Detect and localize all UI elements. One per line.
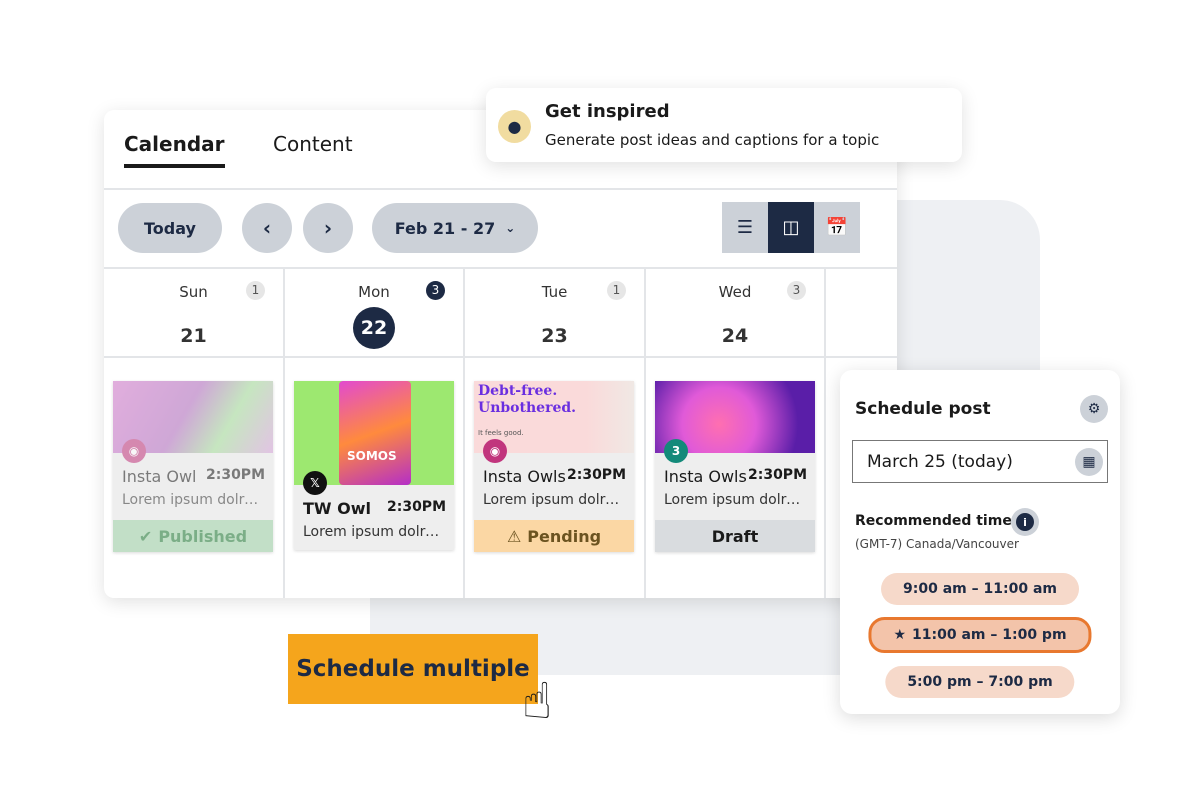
day-number[interactable]: 23 xyxy=(541,325,568,347)
schedule-multiple-button[interactable]: Schedule multiple xyxy=(288,634,538,704)
status-label: Draft xyxy=(711,526,759,546)
status-badge: Draft xyxy=(655,520,815,552)
post-card[interactable]: Debt-free. Unbothered. It feels good. ◉ … xyxy=(474,381,634,552)
post-time: 2:30PM xyxy=(205,467,265,483)
prev-week-button[interactable]: ‹ xyxy=(242,203,292,253)
status-badge: ✔ Published xyxy=(113,520,273,552)
day-name: Sun xyxy=(179,283,208,301)
day-header-row xyxy=(104,267,897,358)
day-column-tue: Tue 1 23 Debt-free. Unbothered. It feels… xyxy=(465,267,646,598)
day-column-sun: Sun 1 21 ◉ Insta Owl 2:30PM Lorem ipsum d… xyxy=(104,267,285,598)
schedule-title: Schedule post xyxy=(855,399,991,419)
recommended-times-label: Recommended times xyxy=(855,513,1021,529)
settings-button[interactable]: ⚙ xyxy=(1080,395,1108,423)
post-time: 2:30PM xyxy=(747,467,807,483)
calendar-panel: Calendar Content Today ‹ › Feb 21 - 27 ⌄ … xyxy=(104,110,897,598)
inspire-subtitle: Generate post ideas and captions for a t… xyxy=(545,131,880,149)
gear-icon: ⚙ xyxy=(1087,401,1101,417)
instagram-icon: ◉ xyxy=(122,439,146,463)
post-image: SOMOS 𝕏 xyxy=(294,381,454,495)
calendar-icon: 📅 xyxy=(825,217,849,238)
post-image: Debt-free. Unbothered. It feels good. ◉ xyxy=(474,381,634,463)
post-image: ◉ xyxy=(113,381,273,463)
month-view-button[interactable]: 📅 xyxy=(814,202,860,253)
warning-icon: ⚠ xyxy=(506,526,522,546)
status-label: Pending xyxy=(527,526,602,546)
date-value: March 25 (today) xyxy=(867,452,1013,472)
post-account: Insta Owls xyxy=(664,467,747,486)
post-account: Insta Owl xyxy=(122,467,197,486)
status-badge: ⚠ Pending xyxy=(474,520,634,552)
next-week-button[interactable]: › xyxy=(303,203,353,253)
star-icon: ★ xyxy=(893,627,907,643)
day-number[interactable]: 24 xyxy=(721,325,749,347)
info-icon: i xyxy=(1016,513,1034,531)
hand-pointer-icon: ☝ xyxy=(522,672,553,730)
today-button[interactable]: Today xyxy=(118,203,222,253)
time-slot-recommended[interactable]: ★ 11:00 am – 1:00 pm xyxy=(868,617,1092,653)
post-time: 2:30PM xyxy=(566,467,626,483)
status-label: Published xyxy=(158,526,248,546)
post-time: 2:30PM xyxy=(386,499,446,515)
card-image-subtext: It feels good. xyxy=(478,429,524,437)
day-number-today[interactable]: 22 xyxy=(353,307,395,349)
view-switcher: ☰ ◫ 📅 xyxy=(722,202,860,253)
post-description: Lorem ipsum dolrem… xyxy=(664,492,807,508)
time-slot[interactable]: 9:00 am – 11:00 am xyxy=(881,573,1079,605)
check-circle-icon: ✔ xyxy=(138,526,153,546)
tab-calendar[interactable]: Calendar xyxy=(124,132,225,168)
week-icon: ◫ xyxy=(782,217,800,238)
post-account: Insta Owls xyxy=(483,467,566,486)
time-slot-label: 11:00 am – 1:00 pm xyxy=(912,627,1067,643)
chevron-down-icon: ⌄ xyxy=(505,221,516,235)
info-button[interactable]: i xyxy=(1011,508,1039,536)
lightbulb-icon: ● xyxy=(498,110,531,143)
day-number[interactable]: 21 xyxy=(180,325,207,347)
post-card[interactable]: ◉ Insta Owl 2:30PM Lorem ipsum dolre… ✔ Pu… xyxy=(113,381,273,552)
post-account: TW Owl xyxy=(303,499,371,518)
timezone-label: (GMT-7) Canada/Vancouver xyxy=(855,537,1019,551)
day-name: Mon xyxy=(358,283,390,301)
post-description: Lorem ipsum dolre… xyxy=(483,492,626,508)
x-icon: 𝕏 xyxy=(303,471,327,495)
date-input[interactable]: March 25 (today) ▦ xyxy=(852,440,1108,483)
chevron-right-icon: › xyxy=(323,216,333,240)
day-name: Wed xyxy=(718,283,752,301)
chevron-left-icon: ‹ xyxy=(262,216,272,240)
time-slot[interactable]: 5:00 pm – 7:00 pm xyxy=(885,666,1075,698)
list-view-button[interactable]: ☰ xyxy=(722,202,768,253)
divider xyxy=(104,188,897,190)
week-view-button[interactable]: ◫ xyxy=(768,202,814,253)
post-card[interactable]: SOMOS 𝕏 TW Owl 2:30PM Lorem ipsum dolre… xyxy=(294,381,454,550)
date-range-label: Feb 21 - 27 xyxy=(394,218,496,238)
inspire-title: Get inspired xyxy=(545,101,670,122)
instagram-icon: ◉ xyxy=(483,439,507,463)
post-count-badge: 3 xyxy=(426,281,445,300)
calendar-icon[interactable]: ▦ xyxy=(1075,448,1103,476)
post-count-badge: 3 xyxy=(787,281,806,300)
network-count-badge: 3 xyxy=(664,439,688,463)
post-count-badge: 1 xyxy=(607,281,626,300)
schedule-post-panel: Schedule post ⚙ March 25 (today) ▦ Recom… xyxy=(840,370,1120,714)
date-range-dropdown[interactable]: Feb 21 - 27 ⌄ xyxy=(372,203,538,253)
tab-content[interactable]: Content xyxy=(273,132,353,156)
card-image-text: SOMOS xyxy=(339,381,411,485)
day-column-mon: Mon 3 22 SOMOS 𝕏 TW Owl 2:30PM Lorem ipsu… xyxy=(285,267,465,598)
card-image-text: Debt-free. Unbothered. xyxy=(478,383,577,416)
post-image: 3 xyxy=(655,381,815,463)
post-count-badge: 1 xyxy=(246,281,265,300)
get-inspired-card[interactable]: ● Get inspired Generate post ideas and c… xyxy=(486,88,962,162)
post-description: Lorem ipsum dolre… xyxy=(303,524,446,540)
post-description: Lorem ipsum dolre… xyxy=(122,492,265,508)
post-card[interactable]: 3 Insta Owls 2:30PM Lorem ipsum dolrem… D… xyxy=(655,381,815,552)
day-name: Tue xyxy=(541,283,568,301)
day-column-wed: Wed 3 24 3 Insta Owls 2:30PM Lorem ipsum … xyxy=(646,267,826,598)
list-icon: ☰ xyxy=(736,217,754,238)
